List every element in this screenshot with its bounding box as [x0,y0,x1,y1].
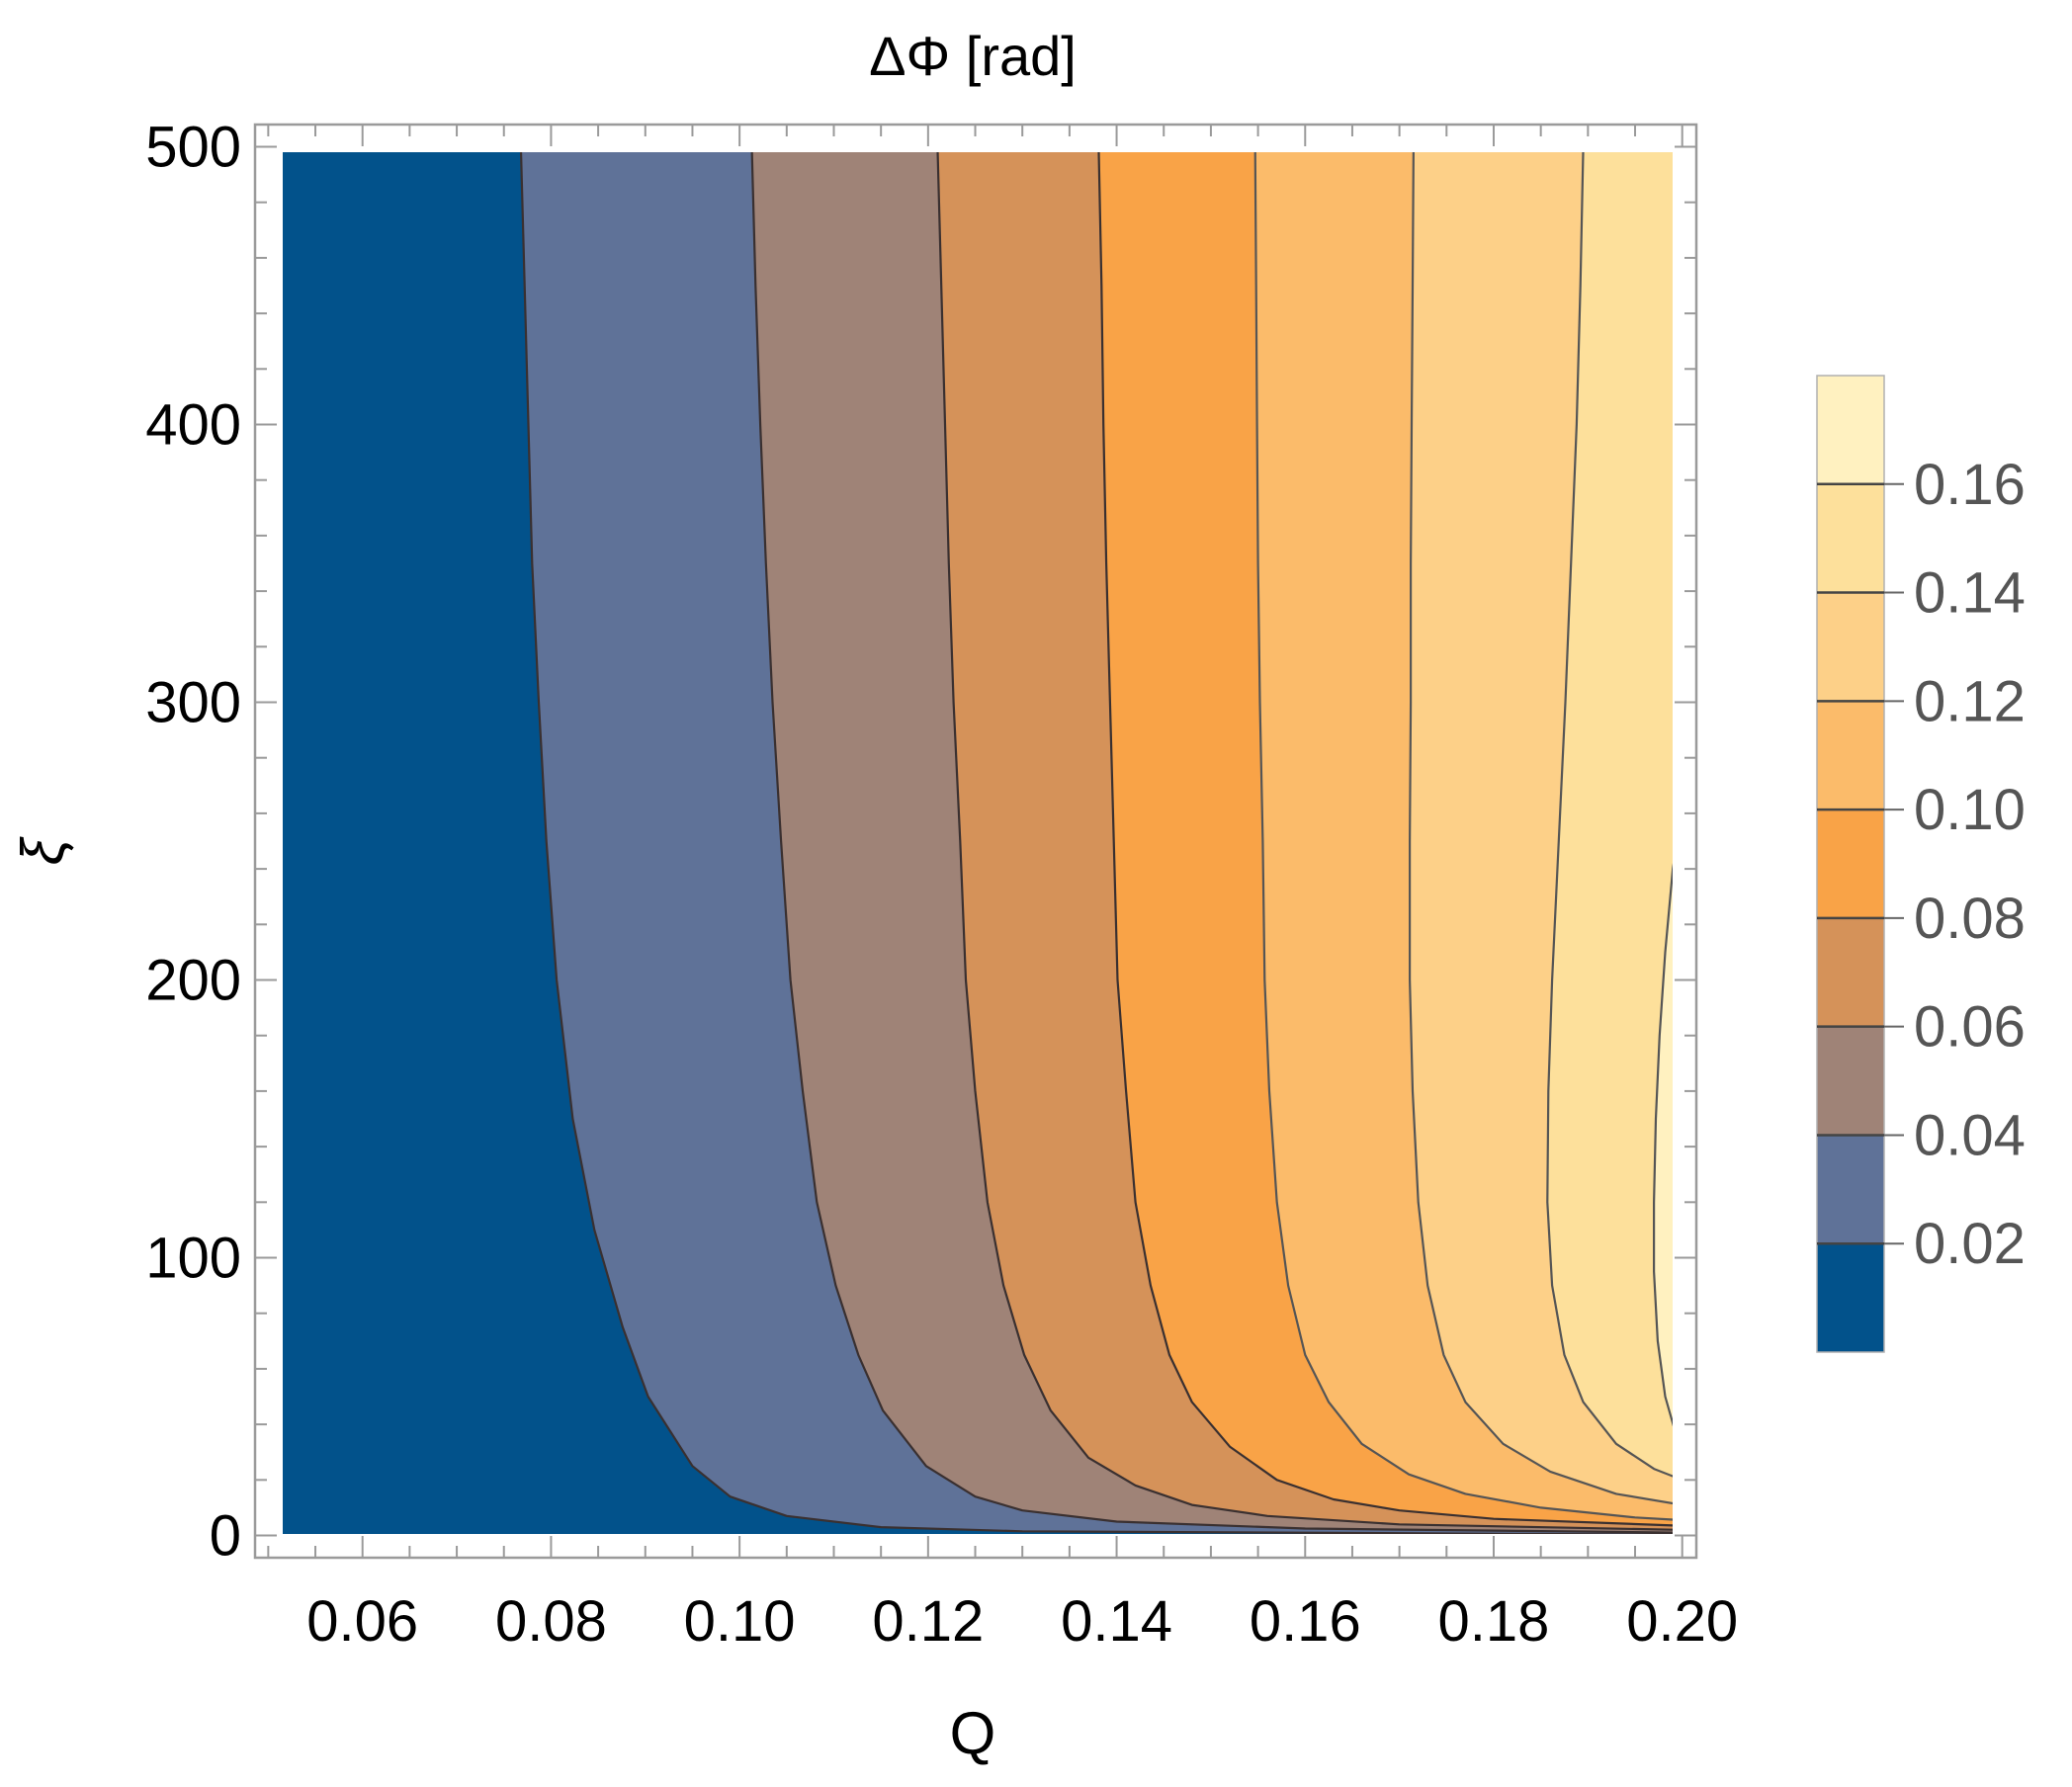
colorbar-swatch [1817,592,1884,702]
colorbar-tick-label: 0.06 [1914,995,2026,1060]
contour-line-0.02 [519,152,1673,1534]
x-tick-label: 0.18 [1438,1589,1550,1654]
x-tick-label: 0.14 [1061,1589,1172,1654]
colorbar-frame [1816,375,1885,1353]
colorbar-tick-label: 0.02 [1914,1212,2026,1276]
colorbar-tick-label: 0.16 [1914,453,2026,517]
y-tick-label: 0 [210,1504,241,1569]
y-axis-label: ξ [10,835,76,865]
colorbar-swatch [1817,809,1884,918]
x-tick-label: 0.08 [495,1589,607,1654]
contour-band-1 [283,152,1547,1534]
colorbar-swatch [1817,1243,1884,1352]
y-tick-label: 500 [145,115,241,179]
colorbar-swatch [1817,483,1884,593]
y-tick-label: 300 [145,670,241,734]
colorbar-swatch [1817,376,1884,484]
contour-line-0.10 [1253,152,1673,1521]
x-tick-label: 0.16 [1250,1589,1361,1654]
contour-line-0.08 [1097,152,1673,1527]
contour-line-0.06 [936,152,1673,1531]
colorbar-swatch [1817,917,1884,1027]
colorbar-tick-label: 0.14 [1914,561,2026,626]
x-tick-label: 0.10 [684,1589,796,1654]
x-tick-label: 0.20 [1626,1589,1738,1654]
y-tick-label: 400 [145,392,241,457]
colorbar-swatch [1817,701,1884,810]
y-tick-label: 100 [145,1227,241,1291]
chart-title: ΔΦ [rad] [869,25,1077,87]
colorbar-tick-label: 0.08 [1914,887,2026,951]
x-axis-label: Q [950,1700,996,1766]
contour-line-0.16 [1653,863,1673,1427]
colorbar-swatch [1817,1026,1884,1136]
x-tick-label: 0.06 [306,1589,418,1654]
colorbar-swatch [1817,1135,1884,1244]
contour-line-0.12 [1409,152,1673,1505]
contour-line-0.04 [750,152,1673,1534]
colorbar-tick-label: 0.04 [1914,1103,2026,1167]
x-tick-label: 0.12 [872,1589,984,1654]
contour-band-2 [283,152,1673,1534]
y-tick-label: 200 [145,949,241,1013]
colorbar-tick-label: 0.10 [1914,778,2026,842]
colorbar-tick-label: 0.12 [1914,669,2026,733]
contour-line-0.14 [1546,152,1673,1478]
